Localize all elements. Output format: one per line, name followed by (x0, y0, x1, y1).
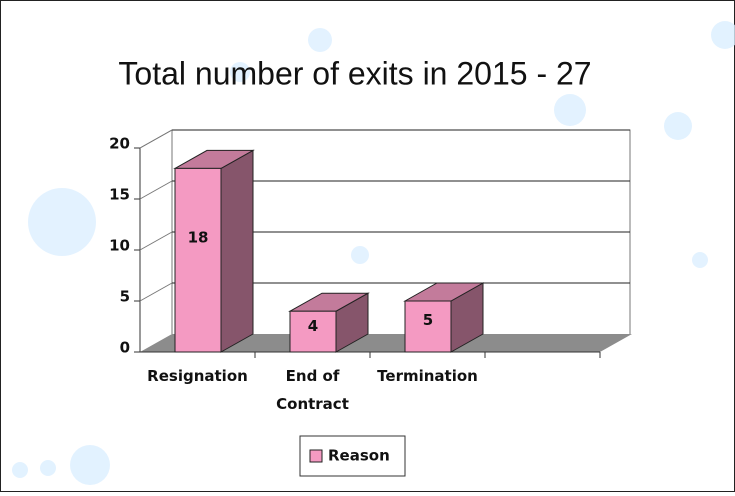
grid-line-side (139, 231, 173, 251)
bar (174, 167, 222, 353)
bar-side (220, 149, 254, 353)
grid-line-side (139, 129, 173, 149)
x-tick-label: End of Contract (276, 367, 349, 413)
y-tick-label: 20 (109, 135, 130, 153)
y-tick-label: 0 (120, 339, 130, 357)
bar (289, 310, 337, 353)
data-label: 4 (308, 317, 318, 335)
x-tick-label: Termination (377, 367, 478, 385)
data-label: 5 (423, 311, 433, 329)
bar (404, 300, 452, 353)
y-tick-label: 15 (109, 186, 130, 204)
legend-swatch (309, 449, 323, 463)
grid-line-side (139, 282, 173, 302)
grid-line-side (139, 180, 173, 200)
chart-title: Total number of exits in 2015 - 27 (118, 55, 591, 91)
background-decoration (12, 21, 735, 485)
legend-label: Reason (328, 447, 390, 465)
data-label: 18 (188, 229, 209, 247)
x-tick-label: Resignation (147, 367, 248, 385)
floor (140, 334, 632, 352)
y-tick-label: 5 (120, 288, 130, 306)
y-tick-label: 10 (109, 237, 130, 255)
